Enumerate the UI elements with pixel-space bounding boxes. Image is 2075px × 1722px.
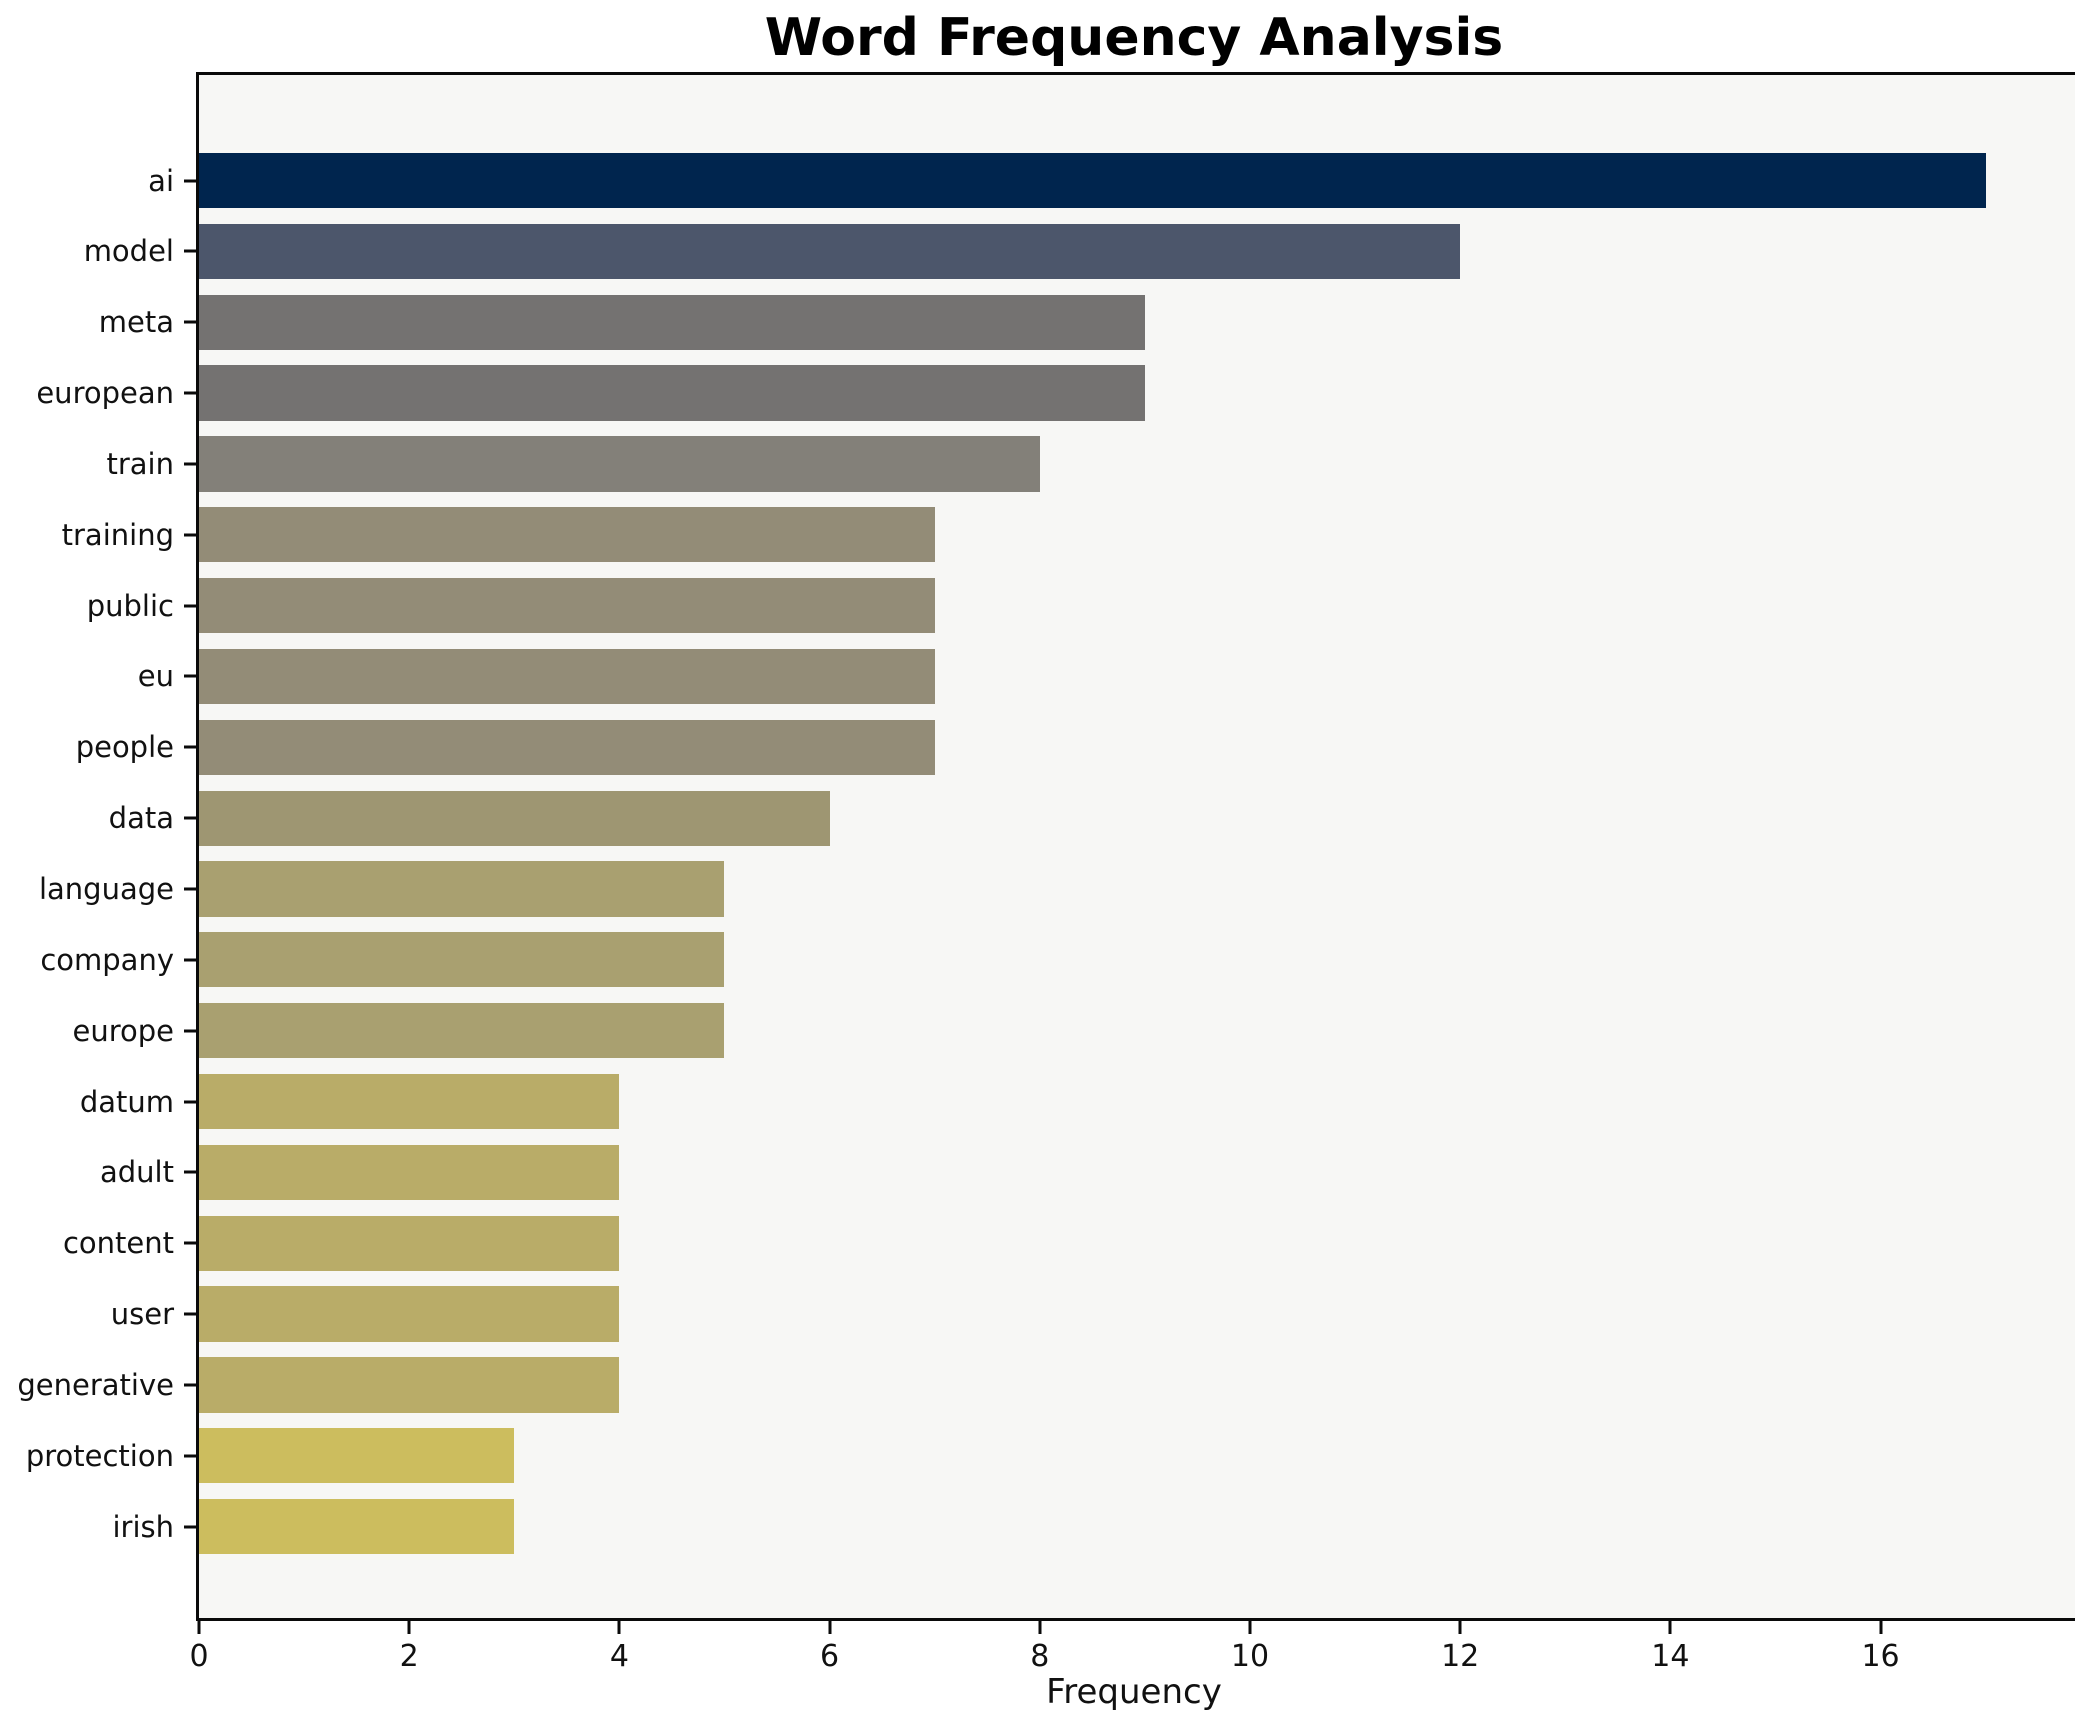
- x-tick-label-6: 6: [820, 1639, 840, 1674]
- y-tick-mark: [184, 391, 196, 395]
- bar-user: [199, 1286, 620, 1342]
- x-tick-label-8: 8: [1030, 1639, 1050, 1674]
- y-tick-label-model: model: [83, 234, 174, 269]
- y-tick-mark: [184, 604, 196, 608]
- y-tick-mark: [184, 320, 196, 324]
- y-tick-label-training: training: [61, 517, 174, 552]
- y-tick-label-language: language: [38, 872, 174, 906]
- y-tick-mark: [184, 1100, 196, 1104]
- chart-title: Word Frequency Analysis: [764, 8, 1504, 68]
- y-tick-label-content: content: [62, 1226, 174, 1261]
- x-tick-mark: [1458, 1621, 1462, 1634]
- y-tick-label-people: people: [75, 730, 174, 765]
- bar-datum: [199, 1073, 620, 1130]
- y-tick-mark: [184, 179, 196, 183]
- x-tick-mark: [617, 1621, 621, 1634]
- y-tick-label-eu: eu: [137, 659, 174, 694]
- y-tick-label-datum: datum: [79, 1084, 174, 1119]
- x-tick-mark: [1668, 1621, 1672, 1634]
- bar-model: [199, 223, 1461, 280]
- x-tick-label-14: 14: [1651, 1639, 1690, 1674]
- bar-europe: [199, 1003, 725, 1059]
- y-tick-label-data: data: [108, 801, 174, 836]
- bar-public: [199, 577, 935, 634]
- bar-data: [199, 790, 830, 846]
- bar-company: [199, 932, 725, 988]
- bar-generative: [199, 1357, 620, 1413]
- y-tick-mark: [184, 1312, 196, 1316]
- y-tick-mark: [184, 249, 196, 253]
- bar-irish: [199, 1498, 515, 1555]
- x-tick-mark: [197, 1621, 201, 1634]
- bar-training: [199, 507, 935, 563]
- y-tick-mark: [184, 533, 196, 537]
- bar-language: [199, 861, 725, 917]
- x-tick-mark: [1038, 1621, 1042, 1634]
- x-tick-label-4: 4: [609, 1639, 629, 1674]
- bar-ai: [199, 152, 1986, 209]
- y-tick-mark: [184, 1383, 196, 1387]
- y-tick-label-user: user: [110, 1297, 174, 1332]
- y-tick-label-generative: generative: [17, 1367, 174, 1402]
- x-tick-label-10: 10: [1230, 1639, 1270, 1674]
- y-tick-label-ai: ai: [148, 163, 174, 198]
- plot-area: [196, 72, 2075, 1621]
- y-tick-label-company: company: [40, 942, 174, 977]
- y-tick-label-protection: protection: [25, 1438, 174, 1473]
- y-tick-mark: [184, 1525, 196, 1529]
- y-tick-mark: [184, 745, 196, 749]
- y-tick-mark: [184, 1029, 196, 1033]
- x-tick-label-16: 16: [1861, 1639, 1900, 1674]
- x-tick-mark: [1879, 1621, 1883, 1634]
- x-tick-label-12: 12: [1441, 1639, 1480, 1674]
- y-tick-mark: [184, 887, 196, 891]
- bar-train: [199, 436, 1040, 492]
- y-tick-mark: [184, 1241, 196, 1245]
- y-tick-label-european: european: [36, 376, 174, 411]
- y-tick-mark: [184, 816, 196, 820]
- bar-protection: [199, 1428, 515, 1484]
- y-tick-label-public: public: [86, 588, 174, 623]
- x-axis-label: Frequency: [1046, 1672, 1222, 1712]
- x-tick-mark: [828, 1621, 832, 1634]
- y-tick-label-irish: irish: [112, 1509, 174, 1544]
- bar-meta: [199, 294, 1145, 350]
- bar-eu: [199, 648, 935, 705]
- y-tick-mark: [184, 958, 196, 962]
- x-tick-label-2: 2: [399, 1639, 419, 1674]
- bar-people: [199, 719, 935, 775]
- y-tick-label-adult: adult: [100, 1155, 174, 1190]
- y-tick-mark: [184, 674, 196, 678]
- x-tick-mark: [1248, 1621, 1252, 1634]
- y-tick-mark: [184, 462, 196, 466]
- x-tick-mark: [407, 1621, 411, 1634]
- y-tick-mark: [184, 1170, 196, 1174]
- y-tick-mark: [184, 1454, 196, 1458]
- bar-european: [199, 365, 1145, 421]
- x-tick-label-0: 0: [189, 1639, 209, 1674]
- y-tick-label-meta: meta: [98, 305, 174, 340]
- y-tick-label-train: train: [106, 446, 174, 481]
- bar-adult: [199, 1144, 620, 1200]
- bar-content: [199, 1215, 620, 1271]
- y-tick-label-europe: europe: [72, 1013, 175, 1048]
